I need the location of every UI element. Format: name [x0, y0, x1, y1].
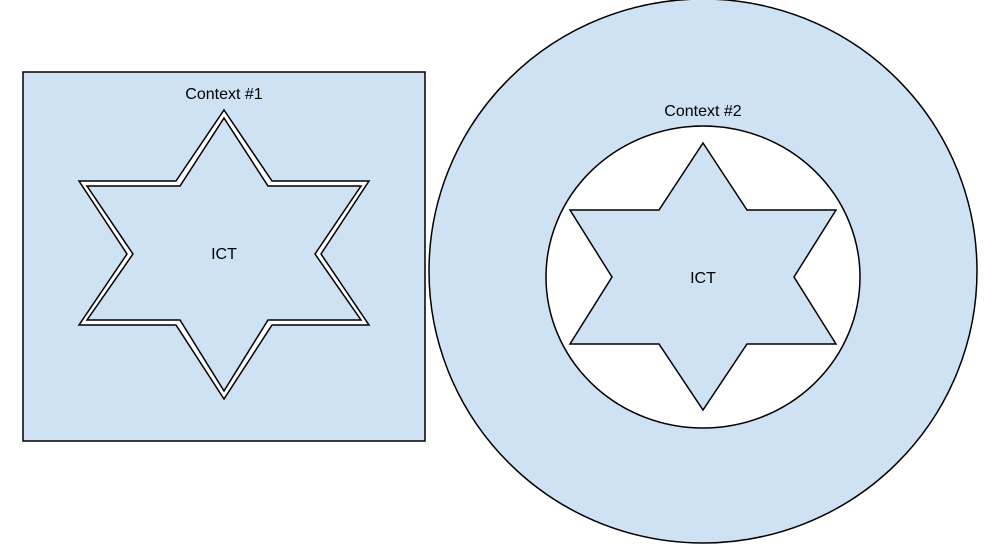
- context-1-ict-label: ICT: [211, 246, 237, 263]
- context-2-label: Context #2: [664, 103, 741, 120]
- context-2-star: [568, 141, 838, 412]
- context-1-group: Context #1 ICT: [22, 71, 426, 442]
- context-2-group: Context #2 ICT: [428, 0, 978, 544]
- context-2-ict-label: ICT: [690, 270, 716, 287]
- context-1-star: [85, 116, 363, 393]
- context-1-label: Context #1: [185, 86, 262, 103]
